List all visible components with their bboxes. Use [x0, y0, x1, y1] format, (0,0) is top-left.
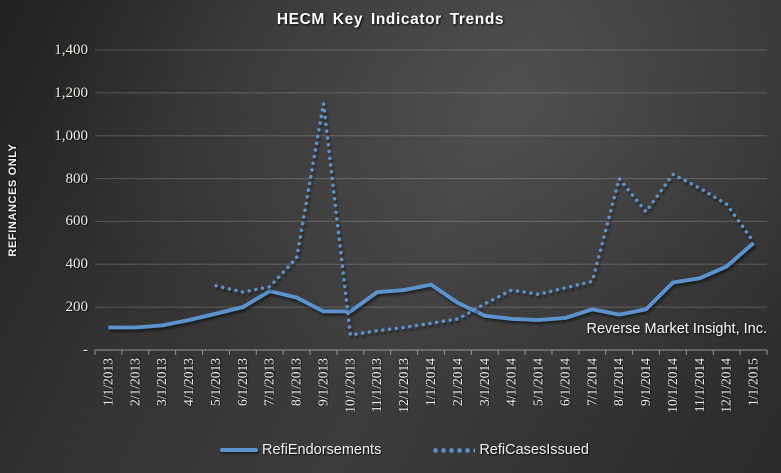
y-tick-label: 400: [65, 256, 89, 273]
solid-line-icon: [220, 448, 259, 452]
x-tick-label: 1/1/2014: [423, 358, 438, 407]
series-reficasesissued-line: [214, 101, 756, 337]
legend-label-reficasesissued: RefiCasesIssued: [479, 442, 589, 458]
y-tick-label: 800: [65, 170, 89, 187]
legend: RefiEndorsements RefiCasesIssued: [14, 438, 781, 462]
y-tick-label: 1,200: [54, 84, 88, 101]
y-tick-label: -: [83, 342, 88, 358]
x-tick-label: 2/1/2013: [127, 358, 143, 407]
x-tick-label: 8/1/2013: [288, 358, 304, 407]
x-tick-label: 11/1/2013: [369, 358, 385, 413]
x-tick-label: 9/1/2013: [315, 358, 331, 407]
x-tick-label: 12/1/2014: [718, 358, 734, 413]
chart-title: HECM Key Indicator Trends: [276, 11, 505, 28]
legend-label-refiendorsements: RefiEndorsements: [262, 442, 382, 458]
legend-item-refiendorsements: RefiEndorsements: [220, 442, 381, 458]
y-tick-label: 600: [65, 213, 89, 230]
x-tick-label: 12/1/2013: [396, 358, 412, 413]
x-tick-label: 5/1/2013: [208, 358, 223, 407]
legend-item-reficasesissued: RefiCasesIssued: [433, 442, 589, 458]
series-refiendorsements-line: [108, 241, 755, 330]
x-tick-label: 4/1/2013: [181, 358, 197, 407]
x-tick-label: 6/1/2014: [557, 358, 573, 407]
source-annotation: Reverse Market Insight, Inc.: [586, 321, 767, 337]
x-tick-label: 4/1/2014: [503, 358, 519, 407]
x-tick-label: 10/1/2014: [664, 358, 680, 413]
x-tick-label: 1/1/2015: [745, 358, 761, 407]
dotted-line-icon: [433, 447, 476, 453]
x-tick-label: 1/1/2013: [100, 358, 116, 407]
x-tick-label: 5/1/2014: [530, 358, 546, 407]
x-tick-label: 7/1/2013: [261, 358, 277, 407]
x-tick-label: 8/1/2014: [611, 358, 627, 407]
x-tick-label: 10/1/2013: [342, 358, 358, 413]
x-tick-label: 11/1/2014: [691, 358, 707, 413]
x-tick-label: 3/1/2013: [154, 358, 170, 407]
y-tick-label: 1,400: [54, 42, 88, 58]
y-tick-label: 1,000: [54, 127, 88, 144]
x-tick-label: 6/1/2013: [234, 358, 250, 407]
y-tick-label: 200: [65, 299, 89, 316]
x-tick-label: 3/1/2014: [476, 358, 492, 407]
x-tick-label: 9/1/2014: [638, 358, 653, 407]
x-tick-label: 7/1/2014: [584, 358, 600, 407]
x-tick-label: 2/1/2014: [449, 358, 465, 407]
